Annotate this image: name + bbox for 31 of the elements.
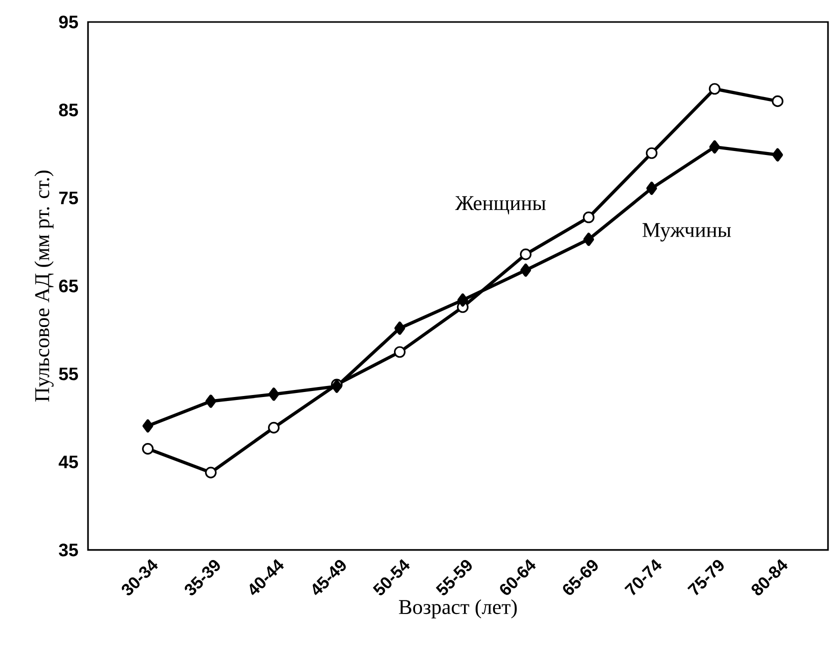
point — [268, 388, 280, 401]
point — [708, 83, 720, 95]
point — [394, 322, 406, 335]
point — [772, 95, 784, 107]
point — [268, 422, 280, 434]
point — [205, 466, 217, 478]
y-tick-label: 45 — [58, 456, 78, 468]
point — [520, 264, 532, 277]
point — [772, 148, 783, 162]
point — [394, 346, 406, 358]
series-label: Мужчины — [642, 223, 731, 242]
point — [142, 419, 154, 433]
x-axis-title: Возраст (лет) — [398, 599, 517, 618]
point — [205, 394, 216, 408]
point — [709, 140, 720, 154]
y-axis-title: Пульсовое АД (мм рт. ст.) — [34, 170, 54, 402]
point — [142, 442, 154, 455]
point — [520, 248, 532, 260]
y-tick-label: 65 — [59, 280, 78, 292]
point — [331, 380, 342, 393]
point — [582, 212, 594, 224]
series-label: Женщины — [455, 196, 546, 214]
y-tick-label: 95 — [59, 16, 78, 28]
y-tick-label: 85 — [59, 104, 78, 116]
point — [646, 147, 658, 159]
point — [646, 182, 658, 195]
y-tick-label: 55 — [59, 368, 78, 380]
y-tick-label: 35 — [58, 544, 78, 556]
point — [457, 293, 468, 307]
y-tick-label: 75 — [59, 192, 78, 204]
point — [583, 232, 594, 246]
